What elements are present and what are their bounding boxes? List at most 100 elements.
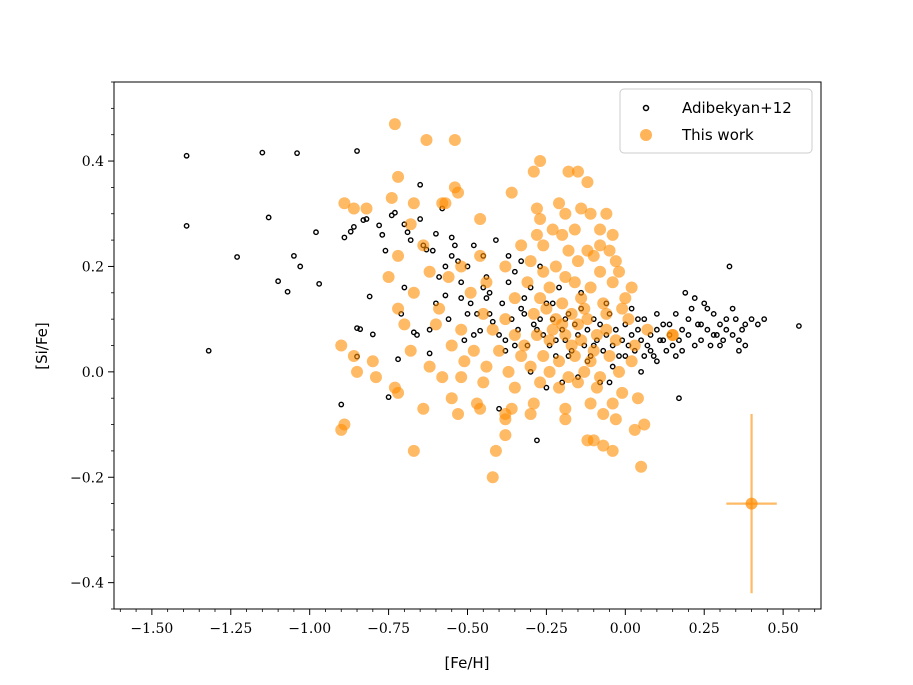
adibekyan-point bbox=[294, 150, 300, 157]
adibekyan-point bbox=[341, 234, 348, 241]
this-work-point bbox=[534, 376, 547, 389]
this-work-point bbox=[587, 249, 600, 262]
adibekyan-point bbox=[748, 316, 755, 323]
adibekyan-point bbox=[732, 316, 739, 323]
adibekyan-point bbox=[653, 326, 660, 333]
this-work-point bbox=[499, 260, 512, 273]
this-work-point bbox=[546, 223, 559, 236]
adibekyan-point bbox=[720, 337, 727, 344]
adibekyan-point bbox=[436, 274, 442, 280]
this-work-point bbox=[515, 350, 528, 363]
this-work-point bbox=[527, 397, 540, 410]
adibekyan-point bbox=[641, 316, 648, 323]
adibekyan-point bbox=[347, 228, 354, 235]
adibekyan-point bbox=[429, 247, 436, 254]
this-work-point bbox=[404, 218, 417, 231]
legend-label-adibekyan: Adibekyan+12 bbox=[682, 99, 792, 117]
adibekyan-point bbox=[688, 305, 695, 312]
adibekyan-point bbox=[521, 295, 528, 301]
adibekyan-point bbox=[496, 332, 502, 338]
this-work-point bbox=[597, 297, 610, 310]
adibekyan-point bbox=[597, 321, 603, 328]
adibekyan-point bbox=[549, 300, 556, 307]
this-work-point bbox=[631, 392, 644, 405]
adibekyan-point bbox=[379, 231, 386, 238]
adibekyan-point bbox=[417, 181, 424, 188]
adibekyan-point bbox=[556, 284, 562, 291]
this-work-point bbox=[613, 365, 625, 378]
this-work-point bbox=[452, 186, 465, 199]
this-work-point bbox=[489, 444, 502, 457]
adibekyan-point bbox=[338, 401, 345, 408]
this-work-point bbox=[455, 260, 468, 273]
adibekyan-point bbox=[635, 316, 641, 323]
adibekyan-point bbox=[426, 326, 433, 333]
this-work-point bbox=[429, 318, 442, 331]
adibekyan-point bbox=[234, 254, 240, 260]
adibekyan-point bbox=[726, 263, 733, 270]
plot-frame bbox=[113, 81, 822, 610]
this-work-point bbox=[508, 381, 521, 394]
y-tick-label: −0.2 bbox=[70, 470, 104, 486]
this-work-point bbox=[347, 202, 360, 215]
this-work-point bbox=[407, 444, 420, 457]
adibekyan-point bbox=[470, 242, 477, 249]
this-work-point bbox=[581, 313, 594, 326]
this-work-point bbox=[486, 471, 499, 484]
adibekyan-point bbox=[392, 209, 398, 216]
this-work-point bbox=[398, 318, 411, 331]
adibekyan-point bbox=[499, 300, 506, 307]
adibekyan-point bbox=[736, 347, 742, 354]
this-work-point bbox=[597, 439, 610, 452]
x-tick-label: 0.00 bbox=[610, 621, 641, 637]
this-work-point bbox=[584, 355, 597, 368]
adibekyan-point bbox=[183, 222, 190, 229]
legend: Adibekyan+12 This work bbox=[619, 88, 813, 154]
x-axis-label: [Fe/H] bbox=[444, 654, 489, 672]
adibekyan-point bbox=[534, 437, 540, 444]
this-work-point bbox=[445, 392, 458, 405]
adibekyan-point bbox=[612, 326, 619, 333]
this-work-point bbox=[530, 202, 543, 215]
this-work-point bbox=[571, 255, 584, 268]
adibekyan-point bbox=[723, 326, 730, 333]
adibekyan-point bbox=[366, 293, 373, 300]
this-work-point bbox=[613, 265, 625, 278]
this-work-point bbox=[407, 286, 420, 299]
this-work-point bbox=[594, 239, 607, 252]
this-work-point bbox=[565, 339, 578, 352]
adibekyan-point bbox=[401, 284, 408, 291]
this-work-point bbox=[524, 360, 537, 373]
adibekyan-point bbox=[496, 405, 502, 412]
this-work-point bbox=[549, 260, 562, 273]
this-work-point bbox=[530, 228, 543, 241]
this-work-point bbox=[584, 397, 597, 410]
adibekyan-point bbox=[385, 394, 392, 401]
adibekyan-point bbox=[505, 279, 512, 286]
this-work-point bbox=[600, 207, 613, 220]
this-work-point bbox=[508, 328, 521, 341]
adibekyan-point bbox=[537, 316, 543, 323]
this-work-point bbox=[628, 339, 641, 352]
this-work-point bbox=[474, 213, 487, 226]
adibekyan-point bbox=[530, 321, 537, 328]
adibekyan-point bbox=[275, 278, 282, 285]
this-work-point bbox=[388, 118, 401, 131]
adibekyan-point bbox=[382, 247, 389, 254]
this-work-point bbox=[385, 191, 398, 204]
this-work-point bbox=[540, 302, 553, 315]
this-work-point bbox=[464, 286, 477, 299]
errorbar-point bbox=[745, 497, 758, 510]
this-work-point bbox=[335, 423, 348, 436]
y-axis-label: [Si/Fe] bbox=[33, 322, 51, 369]
this-work-point bbox=[638, 418, 651, 431]
adibekyan-point bbox=[467, 300, 474, 307]
this-work-point bbox=[568, 223, 581, 236]
adibekyan-point bbox=[489, 318, 496, 325]
adibekyan-point bbox=[701, 300, 708, 307]
this-work-point bbox=[407, 197, 420, 210]
adibekyan-point bbox=[458, 279, 465, 286]
this-work-point bbox=[553, 355, 566, 368]
this-work-point bbox=[575, 292, 588, 305]
this-work-point bbox=[530, 328, 543, 341]
